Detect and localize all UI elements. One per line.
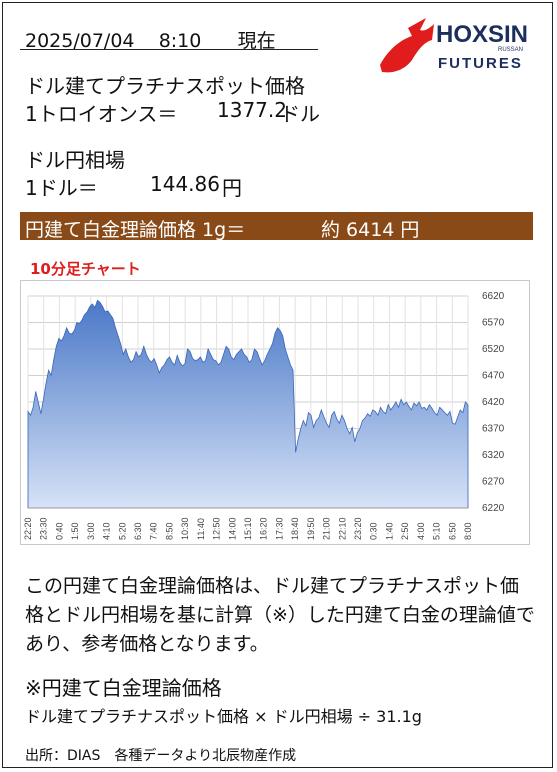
logo-brand: HOXSIN bbox=[436, 21, 528, 48]
logo-sub: FUTURES bbox=[438, 55, 523, 72]
price-area-chart: 6220 6270 6320 6370 6420 6470 6520 6570 6620 22:2… bbox=[23, 291, 505, 540]
x-tick-label: 12:50 bbox=[212, 517, 222, 540]
date-text: 2025/07/04 bbox=[25, 30, 135, 52]
x-tick-label: 3:00 bbox=[86, 522, 96, 540]
y-tick-label: 6570 bbox=[482, 318, 505, 329]
fx-title: ドル円相場 bbox=[25, 148, 125, 172]
platinum-price: 1377.2 bbox=[217, 98, 287, 122]
platinum-currency: ドル bbox=[280, 102, 320, 126]
x-tick-label: 18:40 bbox=[290, 517, 300, 540]
y-tick-label: 6320 bbox=[482, 450, 505, 461]
x-tick-label: 22:10 bbox=[337, 517, 347, 540]
x-tick-label: 14:00 bbox=[227, 517, 237, 540]
x-tick-label: 5:20 bbox=[117, 522, 127, 540]
x-tick-label: 5:10 bbox=[432, 522, 442, 540]
hoxsin-futures-logo: HOXSIN RUSSAN FUTURES bbox=[380, 18, 528, 73]
x-tick-label: 17:30 bbox=[274, 517, 284, 540]
y-tick-label: 6470 bbox=[482, 371, 505, 382]
date-underline bbox=[20, 49, 318, 50]
time-text: 8:10 bbox=[158, 30, 202, 52]
description-text: この円建て白金理論価格は、ドル建てプラチナスポット価格とドル円相場を基に計算（※… bbox=[25, 575, 535, 655]
y-tick-label: 6270 bbox=[482, 477, 505, 488]
banner-price: 約 6414 円 bbox=[321, 219, 420, 241]
banner-label: 円建て白金理論価格 1g＝ bbox=[25, 219, 246, 241]
x-tick-label: 4:10 bbox=[102, 522, 112, 540]
x-tick-label: 23:30 bbox=[39, 517, 49, 540]
x-tick-label: 21:00 bbox=[322, 517, 332, 540]
y-tick-label: 6620 bbox=[482, 291, 505, 302]
x-tick-label: 23:20 bbox=[353, 517, 363, 540]
fx-currency: 円 bbox=[222, 176, 242, 200]
fx-unit: 1ドル＝ bbox=[25, 176, 98, 200]
x-tick-label: 11:40 bbox=[196, 518, 206, 540]
x-tick-label: 19:50 bbox=[306, 517, 316, 540]
x-tick-label: 8:00 bbox=[463, 522, 473, 540]
theoretical-price-banner: 円建て白金理論価格 1g＝ 約 6414 円 bbox=[20, 212, 533, 241]
price-area bbox=[27, 299, 469, 509]
chart-title: 10分足チャート bbox=[30, 260, 141, 278]
formula-body: ドル建てプラチナスポット価格 × ドル円相場 ÷ 31.1g bbox=[25, 707, 422, 726]
platinum-unit: 1トロイオンス＝ bbox=[25, 102, 178, 126]
x-tick-label: 6:50 bbox=[447, 522, 457, 540]
fx-rate: 144.86 bbox=[150, 172, 220, 196]
x-tick-label: 7:40 bbox=[149, 522, 159, 540]
platinum-title: ドル建てプラチナスポット価格 bbox=[25, 74, 305, 98]
x-tick-label: 0:30 bbox=[369, 522, 379, 540]
formula-title: ※円建て白金理論価格 bbox=[25, 676, 222, 700]
x-tick-label: 10:30 bbox=[180, 517, 190, 540]
y-tick-label: 6370 bbox=[482, 424, 505, 435]
date-time-line: 2025/07/04 8:10 現在 bbox=[25, 26, 276, 53]
y-tick-label: 6220 bbox=[482, 503, 505, 514]
x-tick-label: 1:40 bbox=[384, 522, 394, 540]
chart-frame: 6220 6270 6320 6370 6420 6470 6520 6570 6620 22:2… bbox=[20, 280, 530, 545]
now-label: 現在 bbox=[237, 30, 276, 52]
x-tick-label: 0:40 bbox=[54, 522, 64, 540]
y-tick-label: 6520 bbox=[482, 344, 505, 355]
x-tick-label: 1:50 bbox=[70, 522, 80, 540]
logo-swoosh-icon bbox=[380, 18, 434, 73]
source-note: 出所：DIAS 各種データより北辰物産作成 bbox=[25, 748, 297, 764]
x-tick-label: 22:20 bbox=[23, 517, 33, 540]
y-tick-label: 6420 bbox=[482, 397, 505, 408]
x-tick-label: 4:00 bbox=[416, 522, 426, 540]
x-tick-label: 8:50 bbox=[164, 522, 174, 540]
x-tick-label: 6:30 bbox=[133, 522, 143, 540]
x-tick-label: 2:50 bbox=[400, 522, 410, 540]
x-tick-label: 15:10 bbox=[243, 517, 253, 540]
x-tick-label: 16:20 bbox=[259, 517, 269, 540]
logo-sub-small: RUSSAN bbox=[498, 47, 523, 53]
